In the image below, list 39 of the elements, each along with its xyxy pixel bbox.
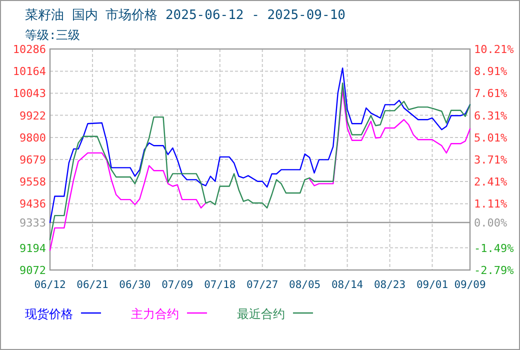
- y2-tick-label: 1.11%: [474, 198, 508, 211]
- y-tick-label: 10164: [12, 65, 46, 78]
- x-tick-label: 07/18: [204, 279, 236, 291]
- x-tick-label: 06/12: [34, 279, 66, 291]
- y2-tick-label: -1.49%: [474, 242, 514, 255]
- chart-subtitle: 等级:三级: [25, 28, 80, 42]
- y-tick-label: 9800: [20, 131, 46, 144]
- y2-tick-label: 6.31%: [474, 109, 508, 122]
- x-tick-label: 07/27: [246, 279, 278, 291]
- y-tick-label: 9679: [20, 154, 46, 166]
- y-tick-label: 9194: [20, 242, 46, 255]
- y2-tick-label: -2.79%: [474, 264, 514, 277]
- y2-tick-label: 7.61%: [474, 87, 508, 100]
- y-tick-label: 9072: [20, 264, 46, 277]
- y-tick-label: 10286: [12, 43, 46, 56]
- legend-label: 现货价格: [25, 307, 73, 321]
- chart-title: 菜籽油 国内 市场价格 2025-06-12 - 2025-09-10: [25, 8, 346, 23]
- x-tick-label: 06/21: [76, 279, 108, 291]
- x-tick-label: 06/30: [119, 279, 151, 291]
- legend-label: 最近合约: [237, 307, 285, 321]
- y-tick-label: 9558: [20, 176, 46, 189]
- x-tick-label: 09/09: [454, 279, 486, 291]
- y2-tick-label: 2.41%: [474, 176, 508, 189]
- y-tick-label: 10043: [12, 87, 46, 100]
- y2-tick-label: 10.21%: [474, 43, 514, 56]
- line-series: [49, 68, 471, 224]
- x-tick-label: 07/09: [162, 279, 194, 291]
- y-tick-label: 9333: [20, 216, 46, 230]
- x-tick-label: 08/23: [374, 279, 406, 291]
- y2-tick-label: 8.91%: [474, 65, 508, 78]
- y-tick-label: 9922: [20, 109, 46, 122]
- legend-label: 主力合约: [131, 307, 179, 321]
- x-tick-label: 09/01: [416, 279, 448, 291]
- y2-tick-label: 0.00%: [474, 216, 508, 230]
- y-tick-label: 9436: [20, 198, 46, 211]
- y2-tick-label: 3.71%: [474, 154, 508, 166]
- x-tick-label: 08/14: [332, 279, 364, 291]
- x-tick-label: 08/05: [289, 279, 321, 291]
- y2-tick-label: 5.01%: [474, 131, 508, 144]
